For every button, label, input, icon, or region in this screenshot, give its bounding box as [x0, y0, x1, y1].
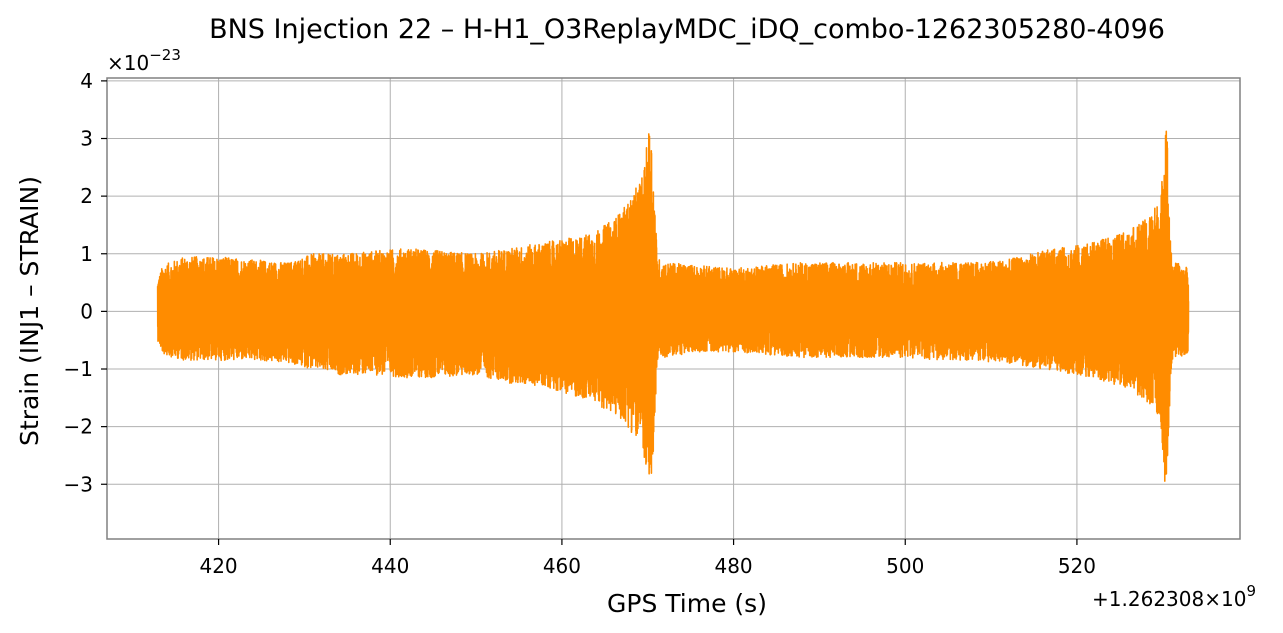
strain-series-line	[156, 130, 1190, 482]
x-tick-label: 420	[199, 554, 237, 578]
strain-series	[156, 130, 1190, 482]
y-axis-label: Strain (INJ1 – STRAIN)	[15, 176, 44, 446]
plot-frame	[106, 77, 1241, 540]
y-tick-label: 3	[80, 127, 93, 151]
y-tick-label: −1	[64, 357, 93, 381]
axis-ticks: 420 440 460 480 500 520 −3 −2 −1 0 1 2 3 4	[64, 69, 1096, 578]
x-tick-label: 500	[886, 554, 924, 578]
y-tick-label: 1	[80, 242, 93, 266]
chart-title: BNS Injection 22 – H-H1_O3ReplayMDC_iDQ_…	[209, 14, 1165, 45]
y-tick-label: 2	[80, 184, 93, 208]
y-tick-label: 0	[80, 299, 93, 323]
y-tick-label: −3	[64, 472, 93, 496]
x-tick-label: 480	[714, 554, 752, 578]
y-tick-label: 4	[80, 69, 93, 93]
x-offset-label: +1.262308×109	[1092, 582, 1256, 611]
y-tick-label: −2	[64, 415, 93, 439]
x-axis-label: GPS Time (s)	[607, 589, 767, 618]
x-tick-label: 520	[1058, 554, 1096, 578]
y-scale-multiplier: ×10−23	[107, 46, 181, 75]
x-tick-label: 460	[543, 554, 581, 578]
x-tick-label: 440	[371, 554, 409, 578]
